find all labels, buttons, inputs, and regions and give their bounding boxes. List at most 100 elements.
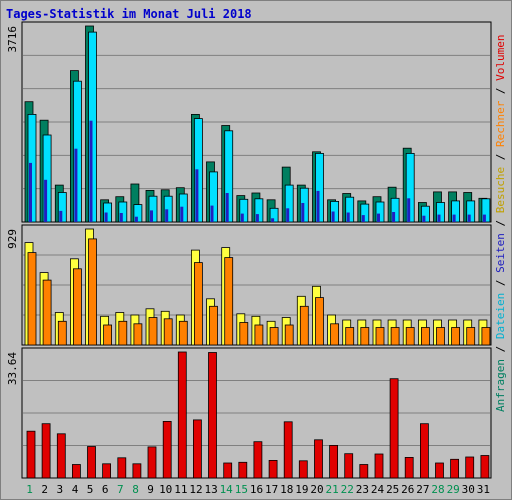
bar-rechner-day-16 <box>254 324 264 346</box>
bar-volumen-day-29 <box>450 458 460 479</box>
bar-rechner-day-13 <box>209 305 218 346</box>
bar-rechner-day-6 <box>103 324 112 346</box>
bar-volumen-day-21 <box>329 444 339 479</box>
legend-part: Volumen <box>494 34 507 80</box>
bar-volumen-day-13 <box>208 352 217 479</box>
bar-rechner-day-20 <box>315 297 324 346</box>
bar-seiten-day-21 <box>331 211 335 222</box>
bar-volumen-day-18 <box>283 421 293 479</box>
right-legend: Anfragen / Dateien / Seiten / Besuche / … <box>494 34 507 412</box>
bar-volumen-day-23 <box>359 464 369 479</box>
bar-seiten-day-1 <box>29 162 32 222</box>
bar-volumen-day-26 <box>404 456 414 479</box>
bar-rechner-day-27 <box>420 327 430 346</box>
day-label: 12 <box>189 483 202 496</box>
bar-volumen-day-10 <box>162 420 172 479</box>
legend-part: Rechner <box>494 100 507 147</box>
bar-rechner-day-24 <box>375 327 385 346</box>
legend-part: / <box>494 147 507 167</box>
bar-seiten-day-24 <box>377 213 380 222</box>
bar-rechner-day-19 <box>299 305 309 346</box>
bar-volumen-day-31 <box>480 455 490 479</box>
day-label: 30 <box>462 483 475 496</box>
bar-rechner-day-5 <box>88 238 97 346</box>
panel-max-label: 3716 <box>6 26 19 53</box>
day-label: 29 <box>447 483 460 496</box>
bar-seiten-day-28 <box>437 214 441 222</box>
legend-part: / <box>494 81 507 101</box>
bar-seiten-day-25 <box>392 212 396 222</box>
bar-seiten-day-5 <box>89 120 93 222</box>
bar-volumen-day-2 <box>41 423 51 479</box>
bar-rechner-day-23 <box>360 327 370 346</box>
bar-seiten-day-6 <box>104 212 108 222</box>
bar-seiten-day-17 <box>271 218 275 222</box>
bar-volumen-day-28 <box>435 462 444 479</box>
bar-seiten-day-22 <box>346 212 350 222</box>
legend-part: Besuche <box>494 167 507 213</box>
bar-volumen-day-20 <box>314 439 323 479</box>
bar-seiten-day-7 <box>119 213 123 222</box>
bar-rechner-day-2 <box>42 279 52 346</box>
bar-rechner-day-31 <box>481 327 491 346</box>
legend-part: / <box>494 273 507 293</box>
day-label: 27 <box>416 483 429 496</box>
day-label: 1 <box>26 483 33 496</box>
day-label: 3 <box>56 483 63 496</box>
day-label: 24 <box>371 483 385 496</box>
day-label: 8 <box>132 483 139 496</box>
day-label: 14 <box>220 483 234 496</box>
bar-seiten-day-13 <box>210 205 214 222</box>
bar-volumen-day-19 <box>298 460 308 479</box>
bar-volumen-day-6 <box>102 463 111 479</box>
bar-seiten-day-14 <box>225 193 229 222</box>
bar-seiten-day-26 <box>407 198 411 222</box>
day-label: 19 <box>295 483 308 496</box>
bar-seiten-day-27 <box>422 215 426 222</box>
day-label: 5 <box>87 483 94 496</box>
day-label: 9 <box>147 483 154 496</box>
bar-seiten-day-11 <box>180 206 184 222</box>
bar-volumen-day-30 <box>465 456 475 479</box>
chart-title: Tages-Statistik im Monat Juli 2018 <box>6 7 252 21</box>
bar-seiten-day-10 <box>165 209 169 222</box>
day-label: 6 <box>102 483 109 496</box>
bar-volumen-day-16 <box>253 441 263 479</box>
bar-seiten-day-19 <box>301 203 305 222</box>
bar-rechner-day-25 <box>390 327 400 346</box>
panel-max-label: 33.64 <box>6 352 19 385</box>
bar-seiten-day-3 <box>59 210 63 222</box>
bar-volumen-day-17 <box>268 459 278 479</box>
bar-seiten-day-9 <box>150 210 153 222</box>
bar-volumen-day-9 <box>147 446 157 479</box>
bar-seiten-day-2 <box>44 179 48 222</box>
bar-volumen-day-8 <box>132 463 142 479</box>
day-label: 26 <box>401 483 414 496</box>
day-label: 17 <box>265 483 278 496</box>
legend-part: Dateien <box>494 293 507 339</box>
bar-seiten-day-30 <box>467 214 471 222</box>
day-label: 13 <box>204 483 217 496</box>
bar-rechner-day-12 <box>193 262 203 346</box>
bar-rechner-day-14 <box>224 257 234 346</box>
day-label: 21 <box>325 483 338 496</box>
day-label: 2 <box>41 483 48 496</box>
bar-seiten-day-31 <box>482 214 486 222</box>
bar-rechner-day-22 <box>345 327 355 346</box>
bar-volumen-day-1 <box>26 430 36 479</box>
bar-seiten-day-15 <box>240 213 244 222</box>
bar-seiten-day-29 <box>452 214 456 222</box>
bar-volumen-day-7 <box>117 457 127 479</box>
legend-part: Seiten <box>494 233 507 273</box>
day-label: 16 <box>250 483 263 496</box>
bar-rechner-day-8 <box>133 323 143 346</box>
day-label: 4 <box>72 483 79 496</box>
bar-rechner-day-21 <box>330 323 340 346</box>
bar-rechner-day-28 <box>436 327 445 346</box>
bar-volumen-day-25 <box>389 378 399 479</box>
day-label: 10 <box>159 483 172 496</box>
bar-seiten-day-18 <box>286 208 290 222</box>
bar-rechner-day-11 <box>178 320 188 346</box>
bar-seiten-day-16 <box>255 214 259 222</box>
bar-volumen-day-12 <box>192 419 202 479</box>
